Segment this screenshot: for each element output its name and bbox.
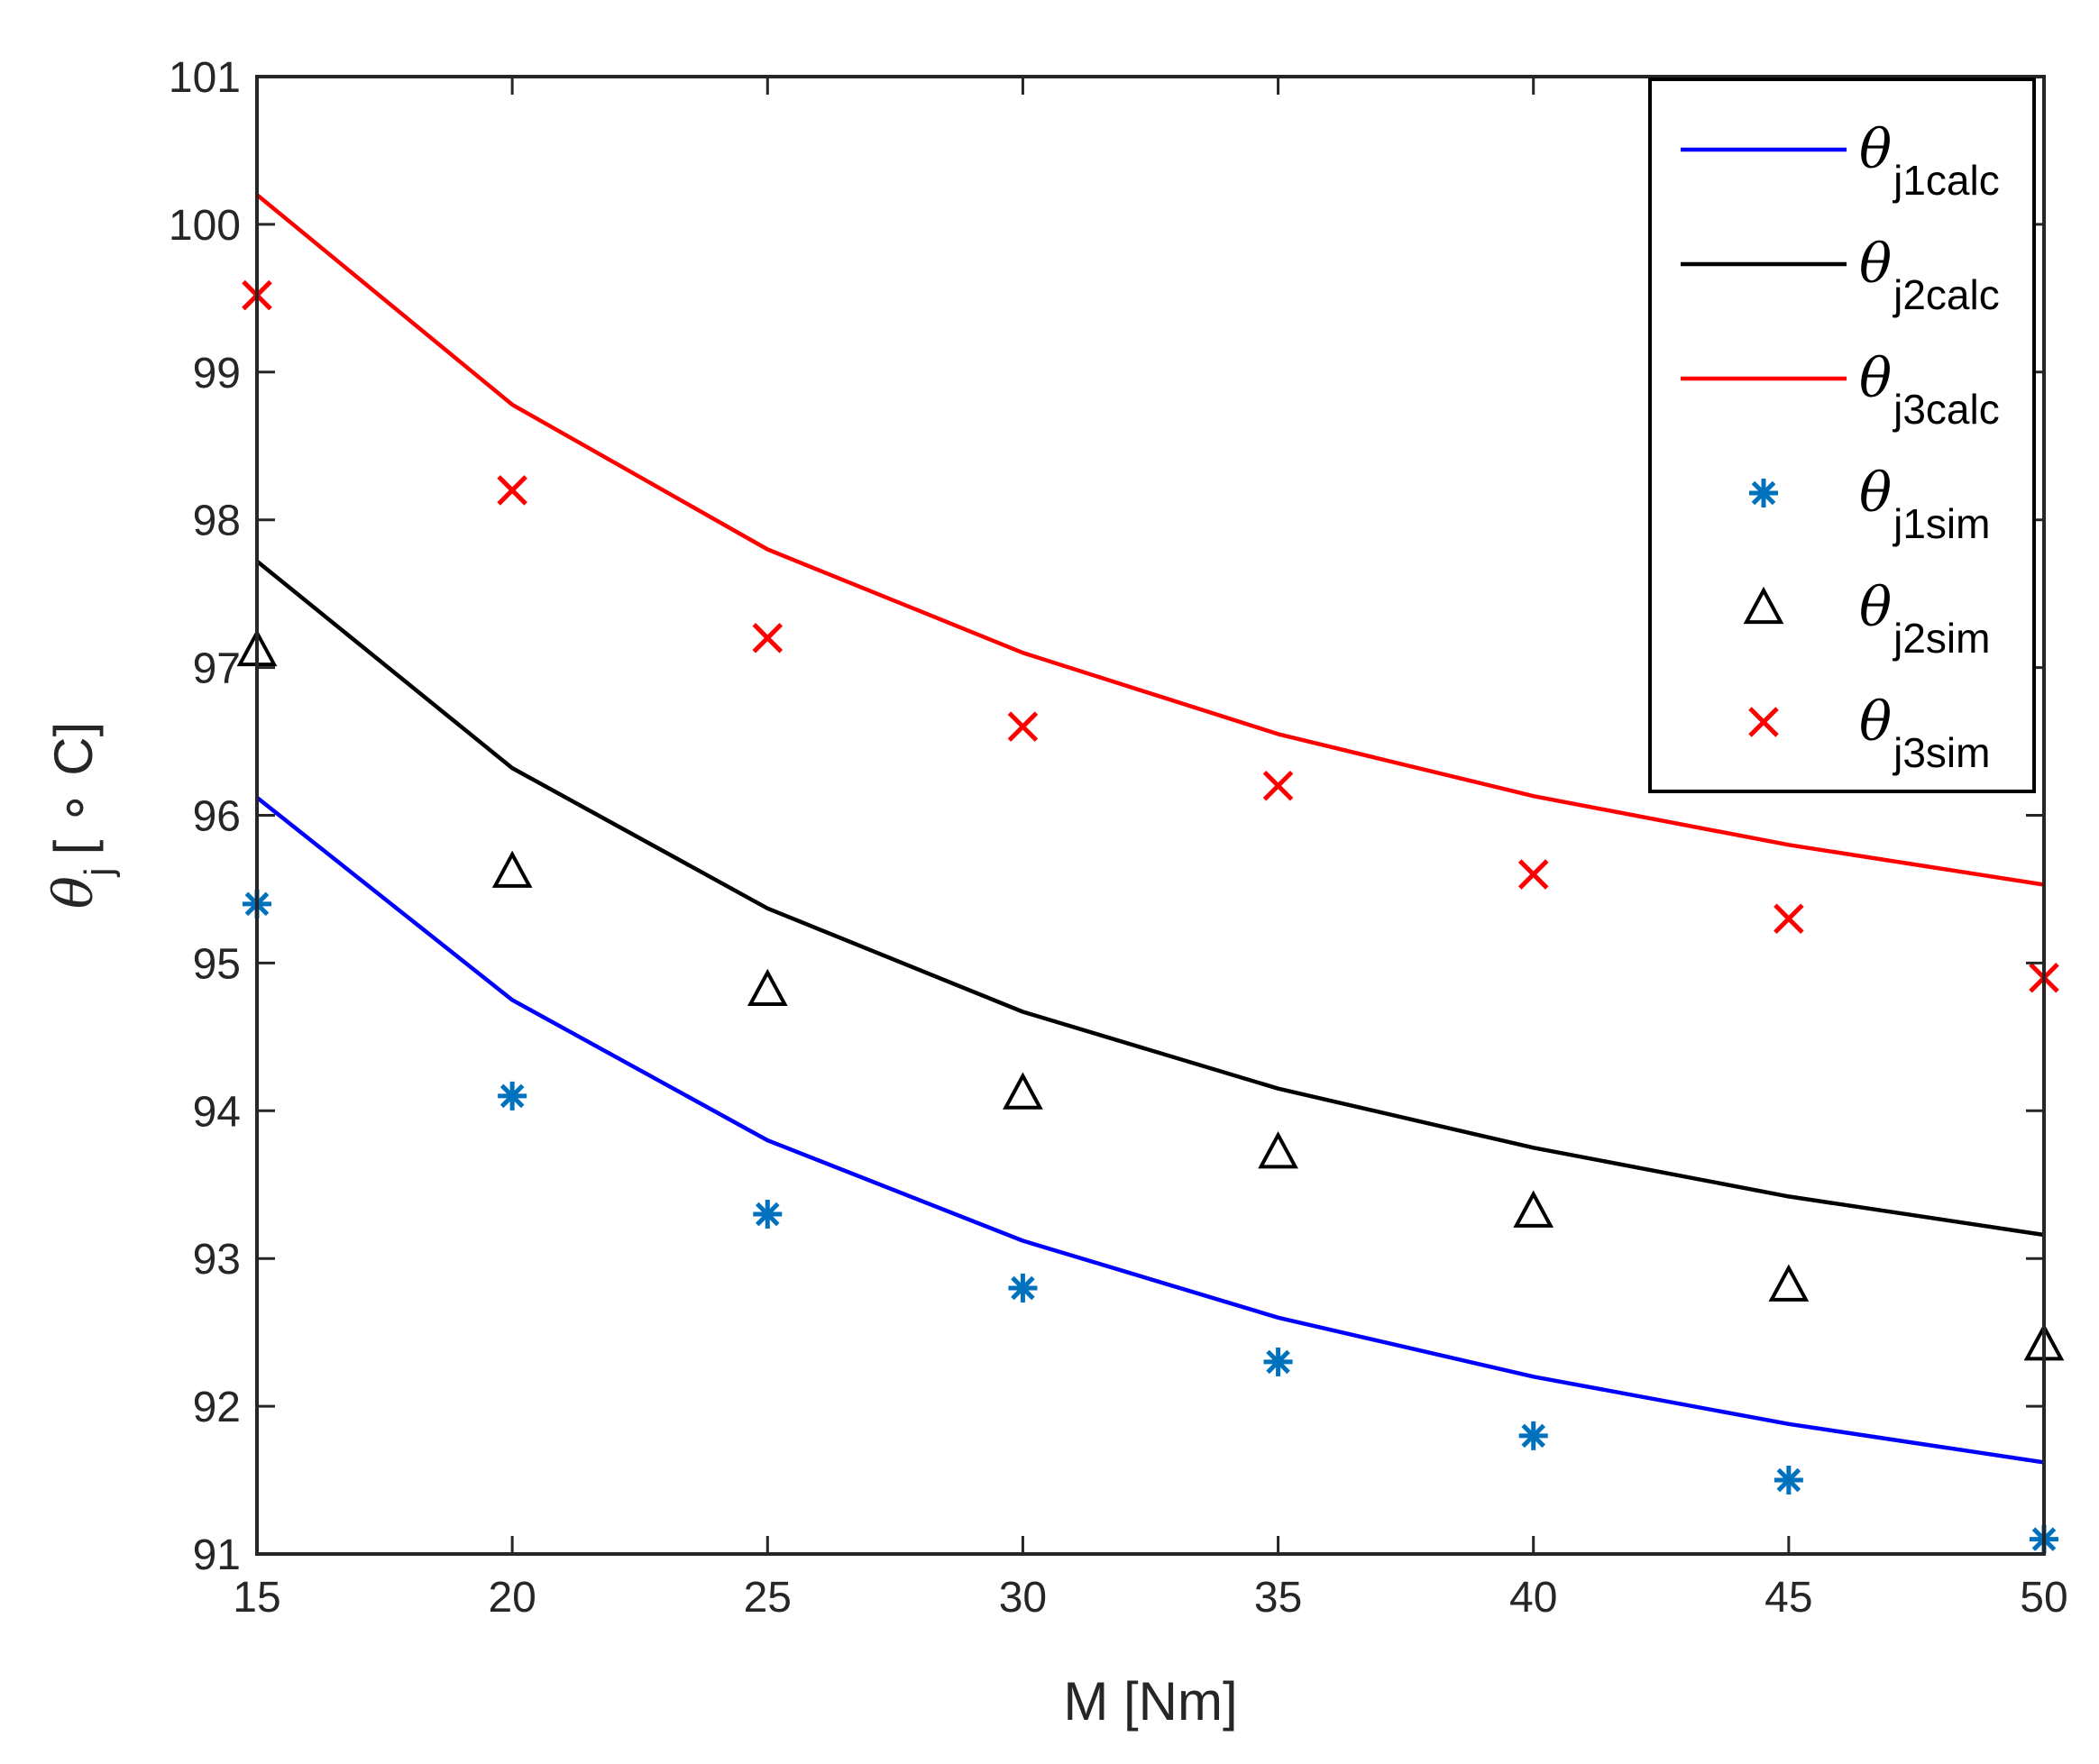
legend-item-j1calc: θj1calc	[1681, 118, 2000, 204]
series-j3calc	[255, 193, 2045, 887]
series-line-j3calc	[255, 193, 2045, 887]
data-point-j3sim-40	[1517, 859, 1549, 890]
data-point-j3sim-30	[1007, 711, 1039, 742]
series-line-j2calc	[255, 559, 2045, 1238]
data-point-j3sim-25	[752, 623, 784, 654]
legend-label: θj1sim	[1859, 462, 1990, 547]
x-tick-label: 15	[233, 1574, 280, 1622]
series-layer	[236, 193, 2065, 1554]
x-tick-label: 50	[2020, 1574, 2067, 1622]
y-tick-label: 98	[193, 498, 241, 545]
data-point-j3sim-35	[1262, 770, 1294, 801]
series-j2calc	[255, 559, 2045, 1238]
data-point-j1sim-30	[1008, 1273, 1038, 1302]
data-point-j2sim-35	[1258, 1130, 1298, 1169]
data-point-j2sim-45	[1768, 1264, 1810, 1302]
legend-item-j3sim: θj3sim	[1748, 690, 1990, 776]
series-j2sim	[236, 628, 2065, 1361]
legend-swatch	[1748, 707, 1779, 737]
axes-layer: 15 20 25 30 35 40 45 50 91 92 93 94 95 96 97 98 99 100 101	[169, 54, 2068, 1622]
legend-label: θj2sim	[1859, 576, 1990, 662]
data-point-j1sim-20	[498, 1081, 527, 1110]
y-axis-unit: [ ∘ C]	[43, 722, 104, 855]
legend-swatch	[1749, 479, 1778, 507]
data-point-j1sim-35	[1263, 1347, 1293, 1376]
data-point-j1sim-25	[753, 1200, 783, 1229]
data-point-j3sim-45	[1774, 903, 1804, 934]
y-tick-label: 96	[193, 793, 241, 841]
y-axis-subscript: j	[77, 867, 121, 878]
data-point-j1sim-40	[1518, 1421, 1548, 1450]
legend-box	[1648, 78, 2036, 793]
series-j1calc	[255, 796, 2045, 1465]
legend-label: θj3sim	[1859, 690, 1990, 776]
legend-item-j2sim: θj2sim	[1743, 576, 1990, 662]
x-tick-label: 30	[999, 1574, 1047, 1622]
y-axis-title: θj [ ∘ C]	[42, 722, 121, 909]
x-tick-label: 25	[744, 1574, 792, 1622]
y-tick-label: 91	[193, 1531, 241, 1579]
legend-label: θj1calc	[1859, 118, 2000, 204]
x-axis-title: M [Nm]	[1063, 1671, 1237, 1732]
y-axis-symbol: θ	[42, 876, 105, 909]
legend-label: θj2calc	[1859, 233, 2000, 318]
y-tick-label: 92	[193, 1384, 241, 1431]
series-line-j1calc	[255, 796, 2045, 1465]
legend-item-j2calc: θj2calc	[1681, 233, 2000, 318]
series-j1sim	[243, 889, 2058, 1554]
data-point-j2sim-20	[491, 850, 533, 888]
x-tick-label: 35	[1254, 1574, 1302, 1622]
legend-item-j1sim: θj1sim	[1749, 462, 1990, 547]
data-point-j1sim-45	[1774, 1466, 1803, 1495]
y-tick-label: 99	[193, 350, 241, 398]
legend-swatch	[1743, 586, 1784, 625]
x-tick-label: 40	[1509, 1574, 1557, 1622]
legend-label: θj3calc	[1859, 347, 2000, 433]
y-tick-label: 100	[169, 202, 241, 250]
data-point-j2sim-30	[1003, 1072, 1043, 1110]
legend: θj1calc θj2calc θj3calc θj1sim θj2sim θj3sim	[1648, 78, 2036, 793]
legend-item-j3calc: θj3calc	[1681, 347, 2000, 433]
x-tick-label: 45	[1764, 1574, 1812, 1622]
y-tick-label: 97	[193, 645, 241, 693]
data-point-j3sim-20	[497, 475, 527, 506]
y-tick-label: 101	[169, 54, 241, 102]
x-tick-label: 20	[488, 1574, 536, 1622]
data-point-j2sim-25	[747, 968, 788, 1007]
y-tick-label: 95	[193, 940, 241, 988]
y-tick-label: 93	[193, 1236, 241, 1284]
y-tick-label: 94	[193, 1088, 241, 1136]
data-point-j2sim-40	[1513, 1190, 1554, 1228]
